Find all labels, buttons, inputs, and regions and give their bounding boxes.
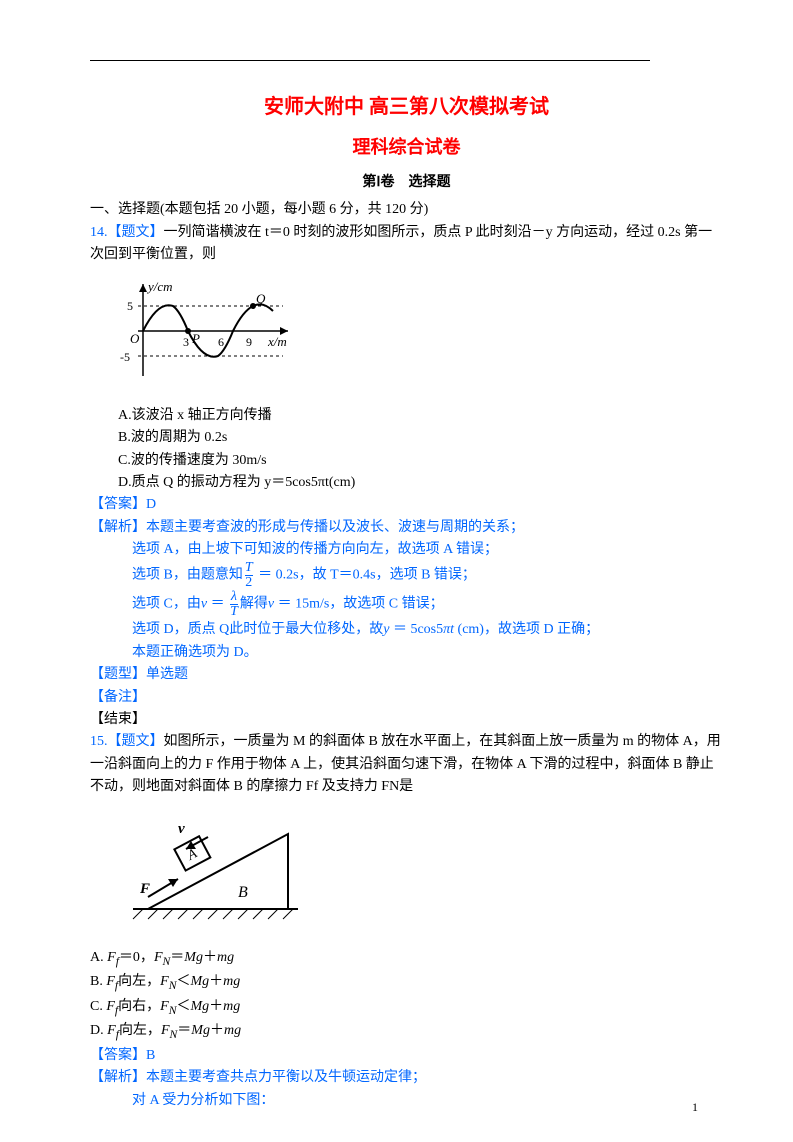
answer-label: 【答案】 — [90, 497, 146, 512]
analysis-label: 【解析】 — [90, 520, 146, 535]
q14-type: 【题型】单选题 — [90, 664, 723, 686]
q14-line-b: 选项 B，由题意知T2 ＝ 0.2s，故 T＝0.4s，选项 B 错误； — [90, 561, 723, 590]
x-tick-6: 6 — [218, 335, 224, 349]
q15-stem-text: 如图所示，一质量为 M 的斜面体 B 放在水平面上，在其斜面上放一质量为 m 的… — [90, 734, 721, 794]
section-head: 第Ⅰ卷 选择题 — [90, 172, 723, 194]
analysis-intro: 本题主要考查波的形成与传播以及波长、波速与周期的关系； — [146, 520, 524, 535]
q14-analysis: 【解析】本题主要考查波的形成与传播以及波长、波速与周期的关系； — [90, 517, 723, 539]
q15-stem: 15.【题文】如图所示，一质量为 M 的斜面体 B 放在水平面上，在其斜面上放一… — [90, 731, 723, 798]
q14-option-c: C.波的传播速度为 30m/s — [90, 450, 723, 472]
q14-line-c: 选项 C，由v ＝ λT解得v ＝ 15m/s，故选项 C 错误； — [90, 590, 723, 619]
q14-line-c-mid: 解得 — [240, 597, 268, 612]
x-axis-label: x/m — [267, 334, 287, 349]
q14-option-b: B.波的周期为 0.2s — [90, 427, 723, 449]
x-tick-9: 9 — [246, 335, 252, 349]
q14-line-final: 本题正确选项为 D。 — [90, 642, 723, 664]
q15-line-a: 对 A 受力分析如下图： — [90, 1090, 723, 1112]
type-label: 【题型】 — [90, 667, 146, 682]
q14-answer: 【答案】D — [90, 494, 723, 516]
page-number: 1 — [692, 1098, 698, 1117]
q15-option-a: A. Ff＝0，FN＝Mg＋mg — [90, 947, 723, 971]
answer-value: B — [146, 1048, 155, 1063]
q14-line-d: 选项 D，质点 Q此时位于最大位移处，故y ＝ 5cos5πt (cm)，故选项… — [90, 619, 723, 641]
q15-incline-diagram: A F v B — [118, 809, 723, 937]
title-subject: 理科综合试卷 — [90, 133, 723, 162]
answer-label: 【答案】 — [90, 1048, 146, 1063]
x-tick-3: 3 — [183, 335, 189, 349]
q14-line-d-post: ，故选项 D 正确； — [484, 622, 599, 637]
q14-line-c-pre: 选项 C，由 — [132, 597, 201, 612]
analysis-intro: 本题主要考查共点力平衡以及牛顿运动定律； — [146, 1070, 426, 1085]
q14-option-d: D.质点 Q 的振动方程为 y＝5cos5πt(cm) — [90, 472, 723, 494]
q14-stem: 14.【题文】一列简谐横波在 t＝0 时刻的波形如图所示，质点 P 此时刻沿－y… — [90, 222, 723, 267]
q14-option-a: A.该波沿 x 轴正方向传播 — [90, 405, 723, 427]
type-value: 单选题 — [146, 667, 188, 682]
velocity-v-label: v — [178, 821, 185, 837]
answer-value: D — [146, 497, 156, 512]
q15-analysis: 【解析】本题主要考查共点力平衡以及牛顿运动定律； — [90, 1067, 723, 1089]
q14-stem-a: 一列简谐横波在 — [164, 225, 266, 240]
block-b-label: B — [238, 884, 248, 901]
q14-line-d-pre: 选项 D，质点 Q此时位于最大位移处，故 — [132, 622, 383, 637]
q14-line-a: 选项 A，由上坡下可知波的传播方向向左，故选项 A 错误； — [90, 539, 723, 561]
analysis-label: 【解析】 — [90, 1070, 146, 1085]
q15-label: 15.【题文】 — [90, 734, 164, 749]
q14-line-b-pre: 选项 B，由题意知 — [132, 568, 243, 583]
point-q-label: Q — [256, 291, 266, 306]
q14-note: 【备注】 — [90, 687, 723, 709]
q15-answer: 【答案】B — [90, 1045, 723, 1067]
y-axis-label: y/cm — [146, 279, 173, 294]
y-tick-5: 5 — [127, 299, 133, 313]
y-tick-neg5: -5 — [120, 350, 130, 364]
point-p-label: P — [191, 331, 200, 346]
origin-label: O — [130, 331, 140, 346]
q14-line-b-post: ，故 T＝0.4s，选项 B 错误； — [299, 568, 476, 583]
force-f-label: F — [139, 881, 150, 897]
title-main: 安师大附中 高三第八次模拟考试 — [90, 91, 723, 123]
q14-label: 14.【题文】 — [90, 225, 164, 240]
q14-wave-diagram: P Q 5 -5 O 3 6 9 x/m y/cm — [118, 276, 723, 394]
instructions: 一、选择题(本题包括 20 小题，每小题 6 分，共 120 分) — [90, 199, 723, 221]
q14-end: 【结束】 — [90, 709, 723, 731]
top-rule — [90, 60, 650, 61]
q15-option-d: D. Ff向左，FN＝Mg＋mg — [90, 1020, 723, 1044]
q15-option-b: B. Ff向左，FN＜Mg＋mg — [90, 971, 723, 995]
q15-option-c: C. Ff向右，FN＜Mg＋mg — [90, 996, 723, 1020]
q14-line-c-post: ，故选项 C 错误； — [329, 597, 443, 612]
